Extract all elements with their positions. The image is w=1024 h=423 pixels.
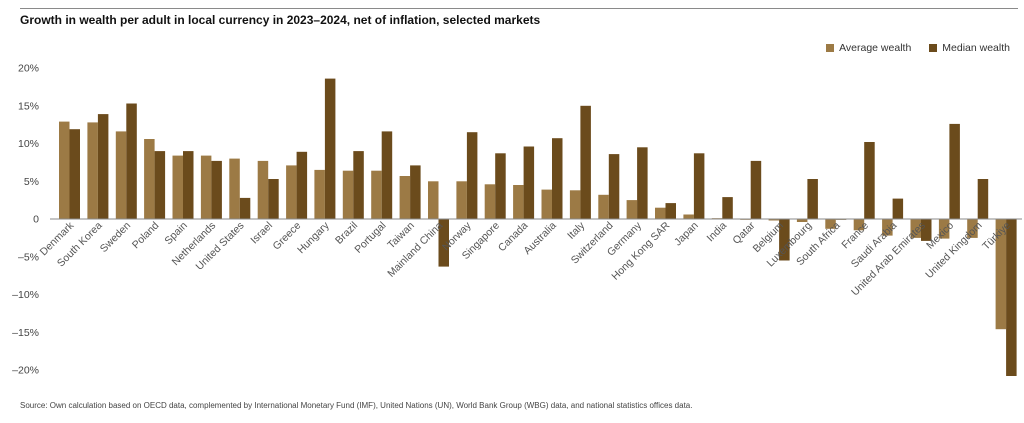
bar-median-france [864,142,875,219]
y-tick-label: 15% [18,100,39,112]
bar-median-spain [183,151,194,219]
bar-median-poland [154,151,166,219]
legend: Average wealth Median wealth [826,42,1010,54]
legend-item-median: Median wealth [929,42,1010,54]
bar-median-sweden [126,103,137,219]
bar-median-canada [523,146,535,219]
bar-median-israel [268,179,279,219]
bar-median-india [722,197,733,219]
bar-median-singapore [495,153,506,219]
bar-average-singapore [484,184,496,219]
y-tick-label: –20% [12,365,39,377]
x-category-label: Italy [565,219,588,242]
bar-average-norway [456,181,467,220]
y-tick-label: –10% [12,289,39,301]
legend-swatch-median [929,44,938,52]
bar-median-t-rkiye [1006,219,1017,376]
x-category-label: Poland [130,220,162,252]
bar-average-portugal [371,170,382,219]
bar-average-poland [144,139,155,219]
y-tick-label: –15% [12,327,39,339]
y-tick-label: 20% [18,63,39,75]
legend-label-median: Median wealth [942,42,1010,54]
bar-median-hong-kong-sar [665,203,676,219]
bar-average-denmark [59,121,70,219]
chart-title: Growth in wealth per adult in local curr… [20,13,541,27]
bar-median-australia [552,138,563,219]
bar-median-brazil [353,151,364,219]
x-category-label: Sweden [98,220,133,255]
bar-average-hungary [314,169,325,219]
bar-average-switzerland [598,194,609,219]
bar-median-switzerland [608,154,620,219]
y-tick-label: 0 [33,214,39,226]
bar-average-france [853,219,865,231]
bar-median-portugal [381,131,393,219]
bar-average-saudi-arabia [882,219,893,236]
top-rule [20,8,1018,9]
bar-average-hong-kong-sar [655,207,666,219]
legend-swatch-average [826,44,835,52]
x-category-label: India [705,220,730,245]
bar-median-hungary [324,78,336,219]
bar-median-greece [296,151,308,219]
bar-average-sweden [115,131,127,219]
bar-median-mexico [949,123,960,219]
bar-median-netherlands [211,160,222,219]
bar-average-taiwan [399,176,411,219]
bar-average-t-rkiye [995,219,1007,330]
x-category-label: Japan [672,220,701,249]
bar-average-luxembourg [796,219,808,222]
legend-item-average: Average wealth [826,42,911,54]
bar-median-qatar [750,160,762,219]
bar-average-israel [257,160,269,219]
bar-average-spain [172,155,183,219]
bar-average-brazil [342,170,354,219]
bar-average-united-arab-emirates [910,219,921,238]
bar-average-australia [541,189,552,219]
bar-average-greece [286,165,297,219]
bar-average-japan [683,214,694,219]
source-note: Source: Own calculation based on OECD da… [20,401,693,410]
x-category-label: Hungary [295,219,332,256]
bar-median-italy [580,105,591,220]
bar-average-united-states [229,158,240,219]
y-tick-label: 5% [24,176,39,188]
bar-median-japan [693,153,705,219]
bar-average-united-kingdom [967,219,978,238]
bar-median-united-states [239,197,251,219]
bar-average-south-korea [87,122,98,219]
bar-median-germany [637,147,648,219]
y-tick-label: 10% [18,138,39,150]
bar-median-south-korea [97,114,109,219]
bar-median-belgium [779,219,790,261]
y-tick-label: –5% [18,251,39,263]
bar-median-norway [466,132,478,219]
bar-median-united-arab-emirates [921,219,932,241]
bar-average-mainland-china [428,181,439,220]
bar-average-canada [513,185,524,219]
bar-average-italy [569,190,581,219]
bar-median-saudi-arabia [892,198,904,219]
bar-median-mainland-china [438,219,449,267]
bar-average-netherlands [200,155,212,219]
legend-label-average: Average wealth [839,42,912,54]
bar-median-united-kingdom [977,179,989,219]
bar-average-germany [626,200,638,219]
bar-median-luxembourg [807,179,818,219]
x-category-label: Portugal [352,220,388,256]
bar-median-denmark [69,129,80,219]
bar-average-belgium [768,219,780,221]
bar-median-taiwan [410,165,421,219]
bar-average-south-africa [825,219,836,229]
bar-average-mexico [938,219,950,239]
